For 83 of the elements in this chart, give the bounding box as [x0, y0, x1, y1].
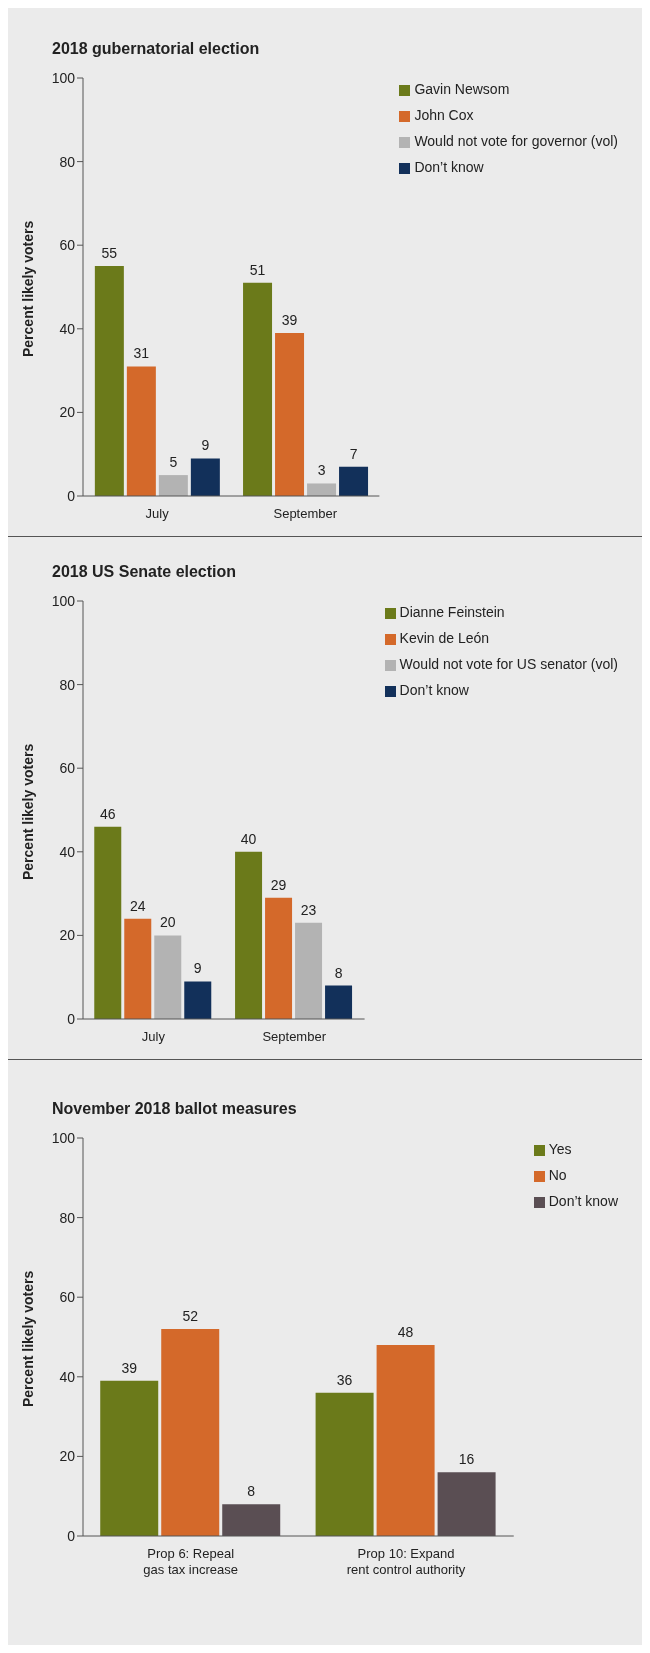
legend-label: Don’t know — [414, 159, 484, 175]
bar — [158, 475, 188, 496]
bar — [265, 897, 293, 1019]
data-label: 55 — [101, 245, 118, 262]
bar — [184, 981, 212, 1019]
y-tick-label: 40 — [59, 1368, 76, 1385]
x-tick-label: September — [262, 1029, 327, 1044]
data-label: 9 — [201, 437, 210, 454]
bar — [126, 366, 156, 496]
y-tick-label: 40 — [59, 320, 76, 337]
y-tick-label: 0 — [67, 487, 76, 504]
y-tick-label: 100 — [51, 1129, 76, 1146]
data-label: 31 — [133, 345, 150, 362]
data-label: 51 — [249, 261, 266, 278]
x-tick-label: July — [141, 1029, 166, 1044]
y-axis-title: Percent likely voters — [19, 1270, 36, 1407]
y-tick-label: 0 — [67, 1527, 76, 1544]
bar — [161, 1329, 220, 1536]
legend-label: Don’t know — [548, 1193, 618, 1209]
bar — [376, 1344, 435, 1536]
x-tick-label: September — [273, 506, 338, 521]
bar — [243, 282, 273, 496]
y-tick-label: 0 — [67, 1010, 76, 1027]
data-label: 5 — [169, 454, 178, 471]
data-label: 9 — [193, 960, 202, 977]
legend-label: Dianne Feinstein — [399, 604, 505, 620]
legend-label: Would not vote for governor (vol) — [414, 133, 618, 149]
data-label: 48 — [397, 1323, 414, 1340]
bar — [94, 826, 122, 1019]
data-label: 8 — [334, 964, 343, 981]
bar — [339, 466, 369, 496]
bar — [325, 985, 353, 1019]
legend-label: Would not vote for US senator (vol) — [399, 656, 618, 672]
bar — [235, 851, 263, 1019]
y-tick-label: 20 — [59, 927, 76, 944]
y-tick-label: 40 — [59, 843, 76, 860]
y-tick-label: 20 — [59, 404, 76, 421]
data-label: 36 — [336, 1371, 353, 1388]
x-tick-label: Prop 10: Expand rent control authority — [346, 1546, 466, 1577]
legend-label: Don’t know — [399, 682, 469, 698]
y-tick-label: 60 — [59, 760, 76, 777]
data-label: 23 — [300, 901, 317, 918]
bar — [307, 483, 337, 496]
bar — [154, 935, 182, 1019]
bar — [124, 918, 152, 1019]
chart-title: 2018 US Senate election — [52, 563, 238, 581]
y-tick-label: 60 — [59, 237, 76, 254]
x-tick-label: July — [145, 506, 170, 521]
data-label: 24 — [129, 897, 146, 914]
data-label: 20 — [159, 914, 176, 931]
y-tick-label: 100 — [51, 592, 76, 609]
legend-label: No — [548, 1167, 567, 1183]
legend-label: Yes — [548, 1141, 572, 1157]
x-tick-label: Prop 6: Repeal gas tax increase — [143, 1546, 239, 1577]
bar — [275, 332, 305, 496]
data-label: 16 — [458, 1451, 475, 1468]
data-label: 29 — [270, 876, 287, 893]
bar — [94, 266, 124, 496]
y-axis-title: Percent likely voters — [19, 220, 36, 357]
data-label: 40 — [240, 830, 257, 847]
data-label: 46 — [99, 805, 116, 822]
y-tick-label: 20 — [59, 1448, 76, 1465]
y-tick-label: 80 — [59, 1209, 76, 1226]
data-label: 3 — [317, 462, 326, 479]
data-label: 7 — [349, 445, 358, 462]
legend-label: Kevin de León — [399, 630, 490, 646]
data-label: 8 — [247, 1483, 256, 1500]
data-label: 52 — [182, 1308, 199, 1325]
bar — [100, 1380, 159, 1536]
legend-label: Gavin Newsom — [414, 81, 510, 97]
y-tick-label: 80 — [59, 676, 76, 693]
chart-title: 2018 gubernatorial election — [52, 40, 261, 58]
bar — [315, 1392, 374, 1536]
y-axis-title: Percent likely voters — [19, 743, 36, 880]
chart-title: November 2018 ballot measures — [52, 1100, 298, 1118]
bar — [190, 458, 220, 496]
data-label: 39 — [281, 311, 298, 328]
y-tick-label: 60 — [59, 1289, 76, 1306]
y-tick-label: 80 — [59, 153, 76, 170]
data-label: 39 — [121, 1359, 138, 1376]
y-tick-label: 100 — [51, 69, 76, 86]
legend-label: John Cox — [414, 107, 474, 123]
bar — [295, 922, 323, 1019]
